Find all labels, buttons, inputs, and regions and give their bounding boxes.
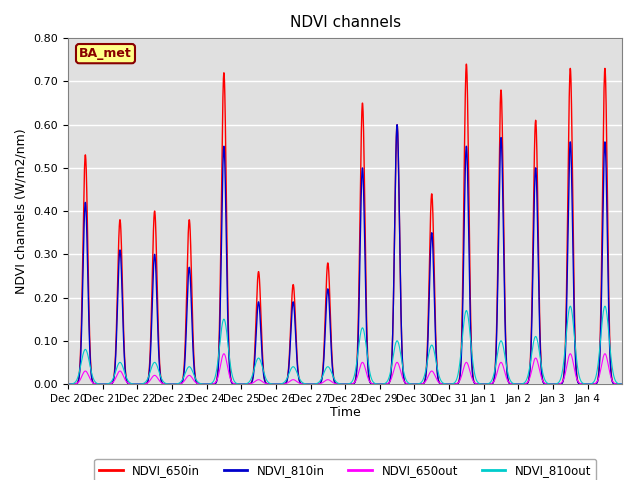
Line: NDVI_810out: NDVI_810out xyxy=(68,306,622,384)
NDVI_810in xyxy=(393,122,401,128)
Legend: NDVI_650in, NDVI_810in, NDVI_650out, NDVI_810out: NDVI_650in, NDVI_810in, NDVI_650out, NDV… xyxy=(94,459,596,480)
NDVI_810out xyxy=(465,320,473,326)
NDVI_650out xyxy=(64,381,72,387)
NDVI_810in xyxy=(534,239,541,245)
Text: BA_met: BA_met xyxy=(79,47,132,60)
NDVI_810in xyxy=(612,381,620,387)
NDVI_810in xyxy=(64,381,72,387)
NDVI_810in xyxy=(272,381,280,387)
NDVI_650in xyxy=(272,381,280,387)
NDVI_650out xyxy=(178,381,186,386)
NDVI_810out xyxy=(618,381,626,387)
Y-axis label: NDVI channels (W/m2/nm): NDVI channels (W/m2/nm) xyxy=(15,128,28,294)
NDVI_650in xyxy=(465,224,473,230)
NDVI_810in xyxy=(500,299,508,305)
NDVI_810in xyxy=(417,381,424,387)
NDVI_810out xyxy=(416,380,424,386)
NDVI_650in xyxy=(618,381,626,387)
NDVI_650out xyxy=(272,381,280,387)
X-axis label: Time: Time xyxy=(330,407,360,420)
NDVI_650out xyxy=(417,381,424,387)
Line: NDVI_650out: NDVI_650out xyxy=(68,354,622,384)
NDVI_810out xyxy=(178,378,186,384)
NDVI_810out xyxy=(534,338,541,344)
NDVI_650in xyxy=(64,381,72,387)
NDVI_650in xyxy=(612,381,620,387)
NDVI_810out xyxy=(500,349,508,355)
NDVI_810out xyxy=(612,379,620,385)
NDVI_650in xyxy=(463,61,470,67)
NDVI_650out xyxy=(500,368,508,373)
NDVI_650in xyxy=(178,380,186,386)
NDVI_810in xyxy=(465,264,473,270)
Line: NDVI_810in: NDVI_810in xyxy=(68,125,622,384)
Title: NDVI channels: NDVI channels xyxy=(289,15,401,30)
NDVI_810out xyxy=(64,381,72,387)
NDVI_810in xyxy=(618,381,626,387)
NDVI_650out xyxy=(534,360,541,365)
NDVI_650out xyxy=(612,381,620,387)
NDVI_810out xyxy=(601,303,609,309)
NDVI_810in xyxy=(178,381,186,386)
NDVI_650in xyxy=(500,284,508,289)
NDVI_650out xyxy=(465,365,473,371)
Line: NDVI_650in: NDVI_650in xyxy=(68,64,622,384)
NDVI_650in xyxy=(534,208,541,214)
NDVI_650out xyxy=(618,381,626,387)
NDVI_650in xyxy=(417,381,424,387)
NDVI_650out xyxy=(601,351,609,357)
